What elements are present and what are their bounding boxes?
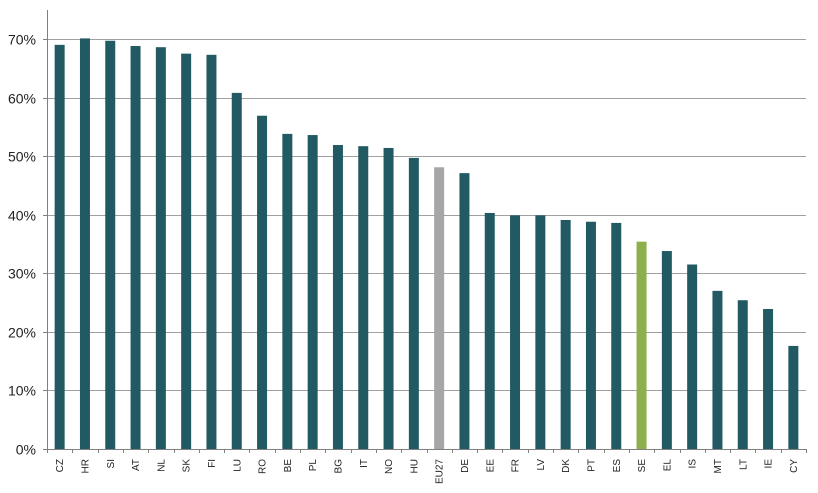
bar-no: [383, 147, 394, 449]
bar-eu27: [434, 167, 445, 449]
bar-at: [130, 46, 141, 450]
x-tick-label: HR: [80, 459, 91, 473]
x-tick-label: NO: [384, 459, 395, 474]
x-tick-label: SI: [106, 459, 117, 468]
x-tick-label: CZ: [55, 459, 66, 472]
x-tick-label: RO: [258, 459, 269, 474]
bar-hr: [79, 38, 90, 450]
bar-sk: [181, 53, 192, 450]
bar-se: [636, 241, 647, 449]
y-tick-label: 0%: [16, 442, 36, 458]
y-tick-label: 40%: [8, 208, 36, 224]
bar-nl: [155, 47, 166, 449]
bar-dk: [560, 219, 571, 449]
y-tick-label: 30%: [8, 266, 36, 282]
bar-is: [687, 264, 698, 449]
x-tick-label: PT: [586, 459, 597, 472]
x-tick-label: NL: [156, 459, 167, 472]
bar-es: [611, 222, 622, 449]
x-tick-label: LV: [536, 459, 547, 471]
y-tick-label: 60%: [8, 91, 36, 107]
x-tick-label: IE: [764, 459, 775, 469]
bar-hu: [408, 157, 419, 449]
x-tick-label: LU: [232, 459, 243, 472]
bars: [54, 38, 799, 450]
bar-ro: [257, 115, 268, 449]
x-tick-label: IS: [688, 459, 699, 469]
bar-fi: [206, 54, 217, 450]
y-tick-label: 70%: [8, 32, 36, 48]
y-tick-label: 10%: [8, 383, 36, 399]
bar-pt: [585, 221, 596, 449]
x-tick-label: FR: [511, 459, 522, 472]
x-tick-label: SE: [637, 459, 648, 473]
x-axis-tick-labels: CZ HR SI AT NL SK FI LU RO BE PL BG IT NO HU EU27 DE EE FR…: [55, 459, 800, 484]
x-tick-label: EE: [485, 459, 496, 473]
x-tick-label: AT: [131, 459, 142, 471]
x-tick-label: DE: [460, 459, 471, 473]
x-tick-label: BE: [283, 459, 294, 473]
bar-lu: [231, 92, 242, 449]
bar-el: [661, 251, 672, 449]
x-tick-label: EU27: [435, 459, 446, 484]
y-axis-tick-labels: 0% 10% 20% 30% 40% 50% 60% 70%: [8, 32, 36, 458]
x-tick-label: HU: [409, 459, 420, 473]
x-tick-label: DK: [561, 459, 572, 473]
bar-pl: [307, 135, 318, 450]
x-tick-label: EL: [662, 459, 673, 472]
y-tick-label: 20%: [8, 325, 36, 341]
bar-ie: [763, 309, 774, 449]
bar-cz: [54, 44, 65, 449]
x-tick-label: IT: [359, 459, 370, 468]
x-tick-label: ES: [612, 459, 623, 473]
bar-lv: [535, 215, 546, 449]
gridlines: [47, 39, 806, 391]
bar-lt: [737, 300, 748, 449]
bar-it: [358, 146, 369, 449]
bar-de: [459, 173, 470, 449]
y-tick-label: 50%: [8, 149, 36, 165]
bar-si: [105, 40, 116, 449]
x-tick-label: SK: [182, 459, 193, 473]
bar-ee: [484, 212, 495, 449]
bar-mt: [712, 290, 723, 449]
x-tick-label: MT: [713, 459, 724, 473]
axes: [43, 10, 807, 453]
bar-be: [282, 133, 293, 449]
x-tick-label: FI: [207, 459, 218, 468]
x-tick-label: CY: [789, 459, 800, 473]
x-tick-label: PL: [308, 459, 319, 472]
bar-cy: [788, 345, 799, 449]
bar-fr: [510, 215, 521, 449]
x-tick-label: BG: [333, 459, 344, 474]
bar-bg: [332, 145, 343, 449]
x-tick-label: LT: [738, 459, 749, 470]
